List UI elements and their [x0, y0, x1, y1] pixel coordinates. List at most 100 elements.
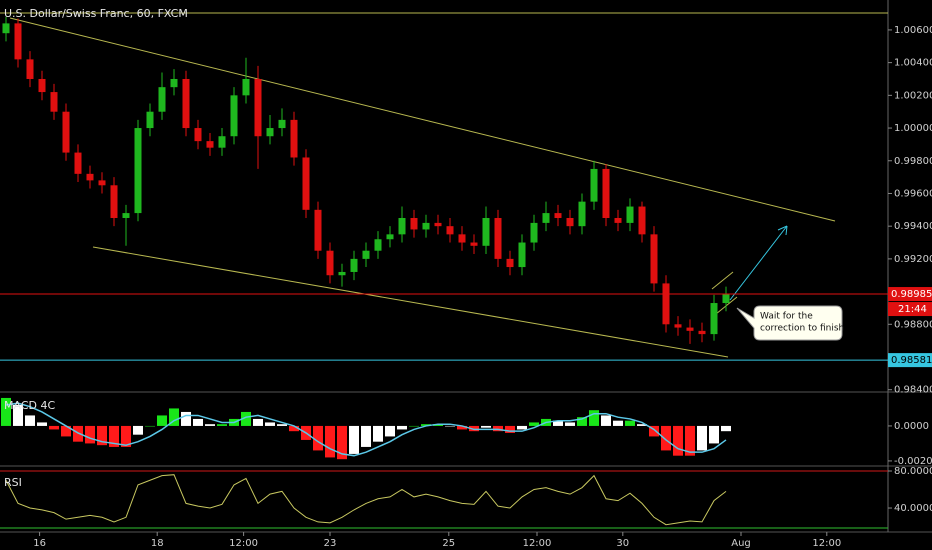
candle-body — [134, 128, 142, 214]
histogram-bar — [529, 422, 539, 426]
candle-body — [146, 111, 154, 129]
histogram-bar — [13, 404, 23, 426]
histogram-bar — [193, 418, 203, 426]
histogram-bar — [73, 425, 83, 442]
histogram-bar — [49, 425, 59, 430]
candle-body — [422, 222, 430, 230]
projection-arrow — [729, 225, 788, 301]
y-tick-label: 40.0000 — [894, 503, 932, 514]
histogram-bar — [25, 415, 35, 426]
y-tick-label: 80.0000 — [894, 466, 932, 477]
histogram-bar — [565, 422, 575, 426]
y-tick-label: 1.00400 — [894, 58, 932, 69]
histogram-bar — [481, 425, 491, 428]
candle-body — [326, 250, 334, 276]
histogram-bar — [613, 420, 623, 426]
candle-body — [74, 152, 82, 174]
histogram-bar — [433, 424, 443, 426]
histogram-bar — [277, 424, 287, 426]
candle-body — [542, 213, 550, 223]
histogram-bar — [709, 425, 719, 444]
histogram-bar — [37, 422, 47, 426]
candle-body — [638, 206, 646, 235]
arrow-head — [777, 225, 788, 236]
price-label-box — [888, 353, 932, 368]
y-tick-label: 0.98800 — [894, 319, 932, 330]
histogram-bar — [61, 425, 71, 437]
candle-body — [170, 78, 178, 88]
y-tick-label: 1.00000 — [894, 123, 932, 134]
candle-body — [554, 213, 562, 218]
histogram-bar — [517, 425, 527, 430]
candle-body — [698, 330, 706, 335]
histogram-bar — [205, 424, 215, 426]
histogram-bar — [145, 425, 155, 427]
candle-body — [590, 168, 598, 202]
histogram-bar — [133, 425, 143, 435]
histogram-bar — [589, 410, 599, 426]
histogram-bar — [601, 415, 611, 426]
histogram-bar — [157, 415, 167, 426]
candle-body — [86, 173, 94, 181]
price-label: 0.98581 — [891, 355, 932, 366]
histogram-bar — [625, 420, 635, 426]
countdown-box — [888, 302, 932, 317]
candle-body — [158, 87, 166, 112]
rsi-line — [5, 474, 727, 526]
x-tick-label: 25 — [442, 538, 455, 549]
candle-body — [362, 250, 370, 259]
candle-body — [482, 217, 490, 246]
x-tick-label: Aug — [731, 538, 751, 549]
candle-body — [614, 217, 622, 223]
small-channel — [711, 271, 734, 290]
price-label: 0.98985 — [891, 289, 932, 300]
y-tick-label: 0.99400 — [894, 221, 932, 232]
histogram-bar — [265, 422, 275, 426]
candle-body — [506, 258, 514, 268]
candle-body — [98, 180, 106, 186]
chart-title: U.S. Dollar/Swiss Franc, 60, FXCM — [4, 7, 188, 20]
histogram-bar — [445, 425, 455, 427]
candle-body — [494, 217, 502, 259]
histogram-bar — [97, 425, 107, 446]
candle-body — [230, 95, 238, 137]
price-label-box — [888, 287, 932, 302]
histogram-bar — [469, 425, 479, 432]
candle-body — [38, 78, 46, 93]
candle-body — [254, 78, 262, 137]
x-tick-label: 18 — [151, 538, 164, 549]
candle-body — [674, 324, 682, 328]
candle-body — [242, 78, 250, 96]
candle-body — [410, 217, 418, 230]
histogram-bar — [361, 425, 371, 447]
histogram-bar — [385, 425, 395, 437]
channel-bottom — [92, 246, 729, 358]
channel-top — [9, 17, 836, 222]
callout-text: correction to finish — [760, 324, 844, 334]
candle-body — [650, 234, 658, 284]
histogram-bar — [289, 425, 299, 432]
histogram-bar — [685, 425, 695, 456]
candle-body — [206, 141, 214, 148]
candle-body — [626, 206, 634, 223]
candle-body — [218, 136, 226, 148]
histogram-bar — [349, 425, 359, 454]
histogram-bar — [409, 425, 419, 427]
histogram-bar — [697, 425, 707, 451]
candle-body — [2, 23, 10, 34]
histogram-bar — [313, 425, 323, 451]
countdown-label: 21:44 — [898, 304, 927, 315]
callout-bubble — [736, 305, 843, 341]
histogram-bar — [325, 425, 335, 458]
candle-body — [686, 327, 694, 331]
histogram-bar — [457, 425, 467, 430]
x-tick-label: 12:00 — [812, 538, 841, 549]
histogram-bar — [337, 425, 347, 460]
x-tick-label: 12:00 — [229, 538, 258, 549]
histogram-bar — [421, 424, 431, 426]
histogram-bar — [169, 408, 179, 426]
histogram-bar — [109, 425, 119, 447]
candle-body — [530, 222, 538, 243]
histogram-bar — [241, 411, 251, 426]
